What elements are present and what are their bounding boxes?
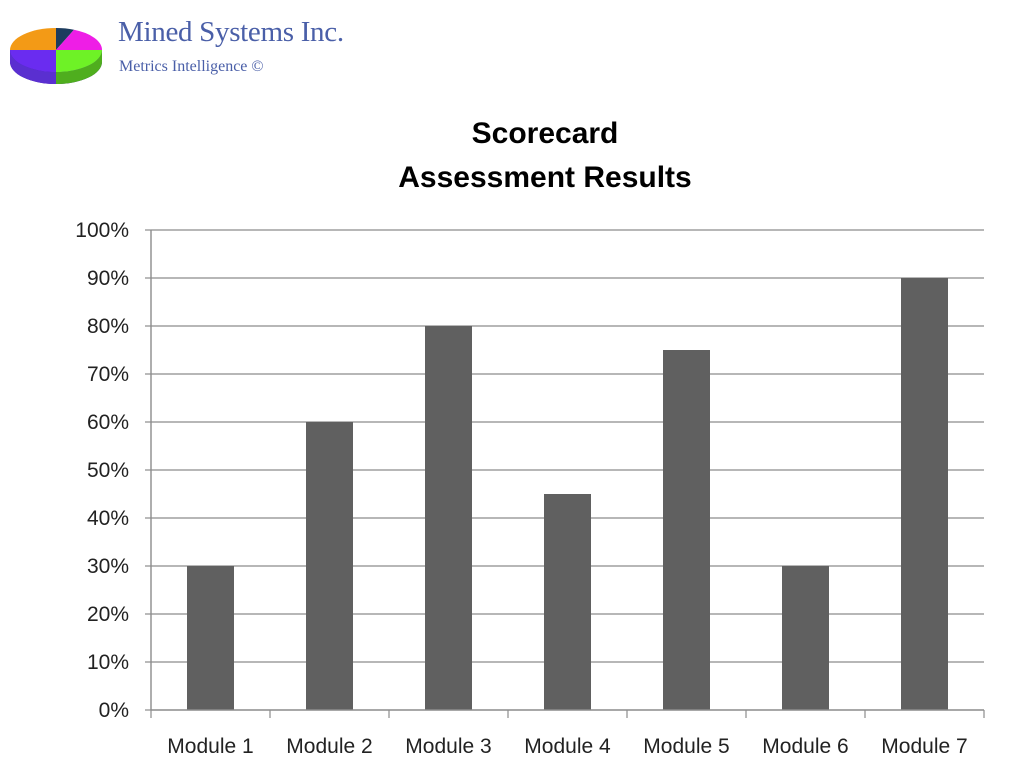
bars [187,278,948,710]
y-tick-label: 20% [87,603,129,626]
y-tick-label: 100% [75,219,129,242]
y-tick-label: 0% [99,699,129,722]
bar [544,494,591,710]
y-tick-label: 40% [87,507,129,530]
y-tick-label: 10% [87,651,129,674]
x-tick-label: Module 6 [762,735,848,758]
y-tick-label: 60% [87,411,129,434]
brand-tagline: Metrics Intelligence © [119,58,264,75]
x-tick-label: Module 1 [167,735,253,758]
x-tick-labels: Module 1 Module 2 Module 3 Module 4 Module 5… [167,735,967,758]
bar [306,422,353,710]
y-tick-label: 90% [87,267,129,290]
x-tick-label: Module 4 [524,735,611,758]
x-tick-label: Module 5 [643,735,729,758]
bar [663,350,710,710]
y-tick-labels: 0% 10% 20% 30% 40% 50% 60% 70% 80% 90% 100% [75,219,129,722]
chart-title: Scorecard Assessment Results [345,112,745,200]
chart-title-line-1: Scorecard [471,117,619,150]
chart-title-line-2: Assessment Results [398,161,692,194]
x-tick-label: Module 3 [405,735,491,758]
y-tick-label: 70% [87,363,129,386]
bar [901,278,948,710]
x-tick-label: Module 2 [286,735,372,758]
bar [187,566,234,710]
bar [425,326,472,710]
y-tick-label: 50% [87,459,129,482]
x-tick-label: Module 7 [881,735,967,758]
brand-name: Mined Systems Inc. [118,16,344,48]
y-tick-label: 80% [87,315,129,338]
pie-chart-logo-icon [10,27,103,84]
y-tick-label: 30% [87,555,129,578]
bar [782,566,829,710]
axes [145,229,985,718]
